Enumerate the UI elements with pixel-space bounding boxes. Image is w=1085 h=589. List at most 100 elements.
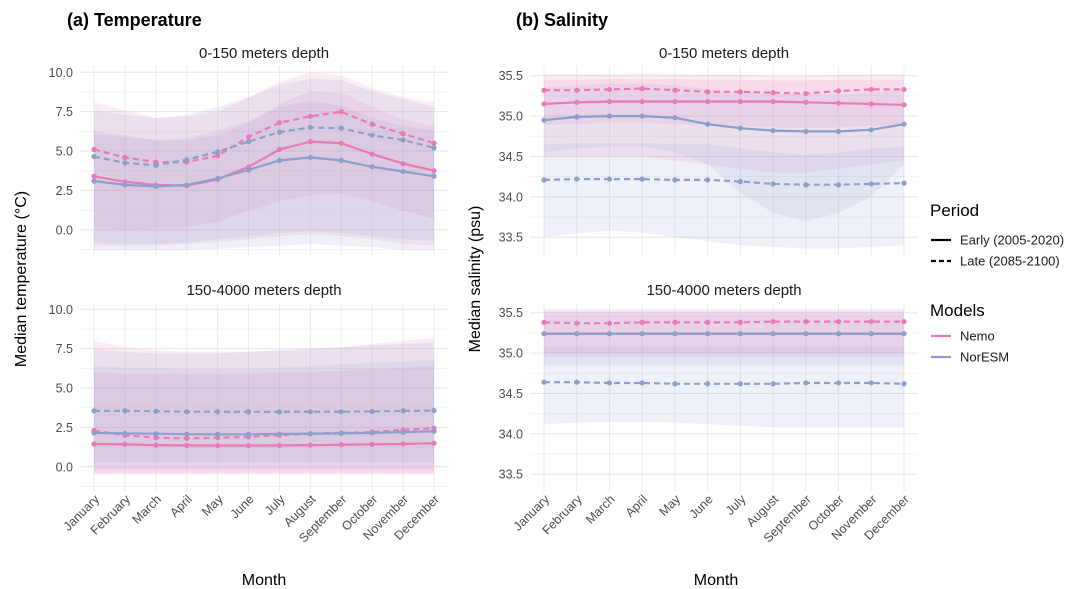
- series-line-noresm-late: [93, 126, 435, 167]
- data-point-noresm-late: [672, 177, 678, 183]
- data-point-nemo-early: [705, 98, 711, 105]
- y-tick-label: 5.0: [56, 145, 73, 159]
- data-point-nemo-late: [672, 319, 678, 325]
- data-point-nemo-early: [803, 99, 809, 105]
- facet-temperature-0: 0-150 meters depth 0.0 2.5 5.0 7.5 10.0: [49, 45, 448, 255]
- legend-title-period: Period: [930, 201, 979, 220]
- data-point-nemo-late: [901, 318, 907, 325]
- data-point-nemo-early: [307, 442, 313, 448]
- ribbon-nemo: [544, 308, 904, 354]
- series-line-noresm-early: [543, 114, 905, 133]
- data-point-noresm-late: [184, 157, 190, 163]
- y-tick-label: 34.5: [499, 150, 523, 164]
- data-point-nemo-early: [369, 151, 375, 157]
- data-point-noresm-early: [369, 164, 375, 170]
- data-point-nemo-late: [91, 146, 97, 153]
- y-tick-label: 33.5: [499, 468, 523, 482]
- data-point-nemo-early: [338, 140, 344, 146]
- data-point-noresm-early: [153, 431, 159, 437]
- data-point-nemo-late: [803, 318, 809, 325]
- data-point-noresm-early: [868, 331, 874, 337]
- data-point-noresm-early: [431, 173, 437, 179]
- ribbon-nemo: [94, 72, 434, 230]
- data-point-noresm-early: [541, 117, 547, 123]
- data-point-nemo-late: [770, 90, 776, 96]
- data-point-noresm-early: [338, 157, 344, 164]
- data-point-noresm-late: [91, 153, 97, 160]
- y-tick-label: 2.5: [56, 184, 73, 198]
- data-point-nemo-late: [639, 86, 645, 92]
- data-point-noresm-early: [184, 182, 190, 188]
- data-point-noresm-late: [431, 145, 437, 151]
- facet-title: 0-150 meters depth: [659, 45, 789, 62]
- data-point-noresm-early: [541, 331, 547, 337]
- data-point-nemo-late: [215, 153, 221, 159]
- data-point-nemo-early: [307, 139, 313, 145]
- facet-title: 0-150 meters depth: [199, 45, 329, 62]
- panel-salinity: (b) Salinity Median salinity (psu) Month 0-…: [467, 10, 918, 589]
- data-point-noresm-late: [574, 176, 580, 182]
- data-point-nemo-late: [901, 86, 907, 93]
- y-tick-label: 10.0: [49, 303, 73, 317]
- x-axis-label: Month: [242, 572, 286, 589]
- data-point-noresm-late: [803, 380, 809, 386]
- data-point-noresm-late: [705, 381, 711, 387]
- data-point-nemo-late: [705, 319, 711, 325]
- data-point-noresm-early: [901, 331, 907, 337]
- data-point-noresm-late: [369, 132, 375, 138]
- data-point-noresm-early: [369, 430, 375, 436]
- data-point-noresm-early: [122, 182, 128, 188]
- data-point-noresm-early: [835, 128, 842, 135]
- series-line-nemo-late: [544, 87, 904, 95]
- y-axis-label: Median temperature (°C): [13, 191, 30, 367]
- legend-label: Early (2005-2020): [960, 233, 1064, 248]
- y-tick-label: 35.0: [499, 347, 523, 361]
- data-point-nemo-early: [770, 98, 776, 105]
- y-tick-label: 10.0: [49, 66, 73, 80]
- data-point-noresm-late: [153, 408, 159, 414]
- data-point-nemo-late: [153, 435, 159, 441]
- legend-label: Nemo: [960, 329, 995, 344]
- data-point-noresm-late: [400, 137, 406, 143]
- data-point-noresm-early: [338, 430, 344, 437]
- data-point-nemo-late: [184, 435, 190, 442]
- data-point-nemo-late: [541, 319, 547, 325]
- data-point-nemo-early: [400, 441, 406, 447]
- data-point-noresm-early: [184, 431, 190, 437]
- y-tick-label: 2.5: [56, 421, 73, 435]
- data-point-noresm-early: [153, 183, 159, 190]
- data-point-noresm-late: [737, 178, 743, 185]
- legend-label: NorESM: [960, 350, 1009, 365]
- data-point-nemo-early: [153, 442, 159, 448]
- data-point-nemo-early: [338, 442, 344, 448]
- data-point-nemo-early: [606, 98, 613, 105]
- series-line-noresm-late: [94, 409, 435, 413]
- data-point-noresm-early: [639, 113, 645, 119]
- data-point-nemo-late: [574, 320, 580, 326]
- x-axis-label: Month: [694, 572, 738, 589]
- data-point-noresm-late: [276, 409, 283, 415]
- data-point-noresm-late: [400, 408, 406, 414]
- panel-temperature: (a) Temperature Median temperature (°C) Mo…: [13, 10, 448, 589]
- data-point-nemo-late: [835, 318, 842, 325]
- data-point-noresm-late: [338, 409, 344, 415]
- series-line-nemo-late: [543, 320, 904, 325]
- y-tick-label: 35.5: [499, 306, 523, 320]
- data-point-nemo-early: [901, 102, 907, 108]
- series-line-noresm-late: [543, 178, 905, 186]
- data-point-noresm-late: [868, 380, 874, 386]
- x-tick-label: April: [623, 492, 651, 520]
- data-point-nemo-late: [574, 87, 580, 93]
- panel-title: (a) Temperature: [67, 10, 202, 30]
- data-point-noresm-early: [606, 113, 613, 119]
- x-tick-label: May: [199, 492, 226, 519]
- data-point-noresm-late: [541, 177, 547, 183]
- data-point-noresm-late: [153, 162, 159, 168]
- data-point-nemo-early: [400, 161, 406, 167]
- data-point-nemo-early: [245, 442, 252, 449]
- data-point-noresm-late: [338, 125, 344, 131]
- data-point-noresm-early: [431, 428, 437, 434]
- x-tick-label: May: [656, 492, 683, 519]
- series-line-noresm-early: [93, 156, 435, 188]
- data-point-noresm-early: [835, 331, 842, 337]
